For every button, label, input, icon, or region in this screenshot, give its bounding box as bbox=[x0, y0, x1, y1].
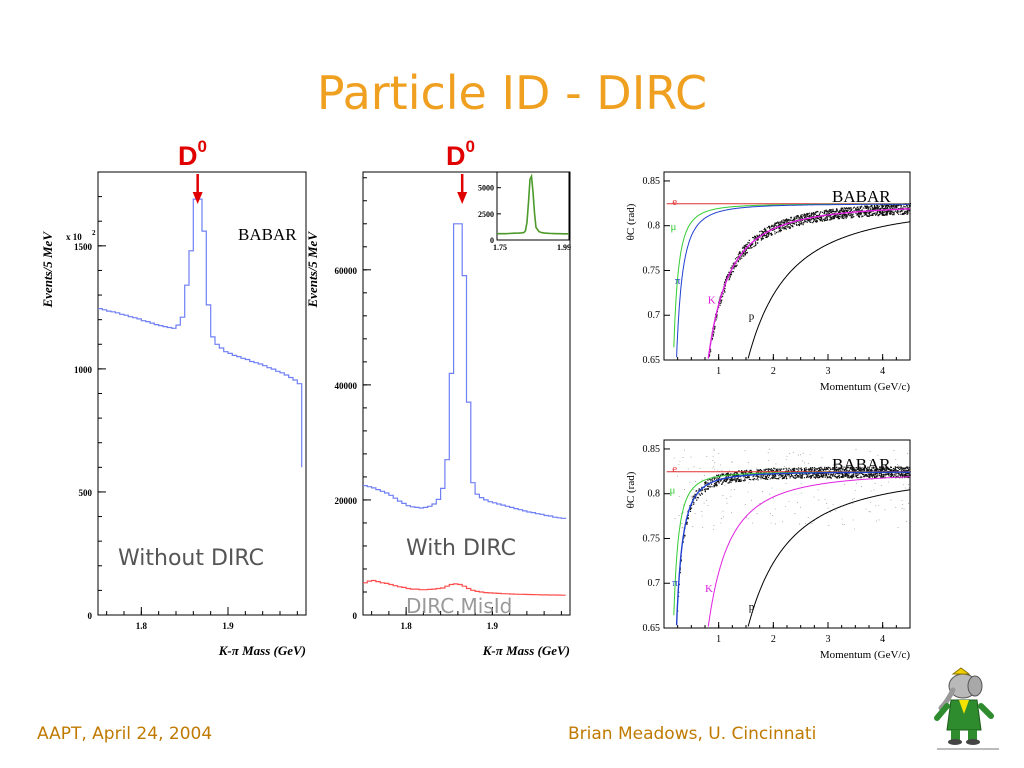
theta-curve-π bbox=[675, 471, 910, 626]
x-tick-label: 1.8 bbox=[136, 621, 148, 631]
y-tick-label: 0.65 bbox=[643, 623, 661, 634]
particle-label: p bbox=[749, 311, 755, 323]
y-tick-label: 60000 bbox=[335, 266, 358, 276]
inset-peak-curve bbox=[497, 173, 570, 235]
y-axis-label: θC (rad) bbox=[625, 471, 637, 508]
chart-theta-c-bottom: 0.65 0.7 0.75 0.8 0.85 1 2 3 4 Momentum (GeV/c) θC… bbox=[625, 439, 911, 661]
x-tick-label: 1 bbox=[716, 634, 721, 645]
babar-logo-text: BABAR bbox=[238, 225, 297, 244]
histogram-series bbox=[98, 198, 303, 468]
inset-y-tick-label: 0 bbox=[490, 236, 494, 245]
x-tick-label: 1.8 bbox=[401, 621, 413, 631]
babar-elephant-logo bbox=[934, 667, 999, 750]
y-tick-label: 0.65 bbox=[643, 355, 661, 366]
particle-label: e bbox=[672, 196, 677, 208]
y-tick-label: 500 bbox=[79, 488, 93, 498]
x-tick-label: 4 bbox=[880, 366, 885, 377]
y-tick-label: 40000 bbox=[335, 381, 358, 391]
y-scale-exponent: 2 bbox=[92, 229, 96, 237]
x-tick-label: 3 bbox=[826, 366, 831, 377]
inset-frame bbox=[496, 171, 570, 241]
y-axis-label: Events/5 MeV bbox=[305, 231, 320, 309]
footer-left: AAPT, April 24, 2004 bbox=[37, 724, 213, 744]
y-axis-label: θC (rad) bbox=[625, 203, 637, 240]
d0-label-text: D bbox=[178, 141, 198, 171]
d0-label-text: D bbox=[446, 141, 466, 171]
y-tick-label: 0 bbox=[353, 611, 358, 621]
babar-logo-text: BABAR bbox=[832, 187, 891, 206]
x-tick-label: 1 bbox=[716, 366, 721, 377]
inset-y-tick-label: 5000 bbox=[478, 184, 494, 193]
y-tick-label: 0.75 bbox=[643, 265, 661, 276]
x-tick-label: 1.9 bbox=[222, 621, 234, 631]
inset-x-tick-label: 1.99 bbox=[557, 243, 571, 252]
particle-label: π bbox=[672, 577, 678, 589]
slide-title: Particle ID - DIRC bbox=[316, 66, 708, 120]
x-axis-label: K-π Mass (GeV) bbox=[218, 643, 306, 658]
y-tick-label: 0.8 bbox=[648, 489, 661, 500]
x-tick-label: 4 bbox=[880, 634, 885, 645]
particle-label: π bbox=[675, 275, 681, 287]
d0-label-sup: 0 bbox=[197, 137, 207, 156]
y-axis-label: Events/5 MeV bbox=[40, 231, 55, 309]
x-tick-label: 1.9 bbox=[487, 621, 499, 631]
x-axis-label: K-π Mass (GeV) bbox=[482, 643, 570, 658]
x-tick-label: 3 bbox=[826, 634, 831, 645]
d0-arrow-head bbox=[457, 192, 468, 204]
footer-right: Brian Meadows, U. Cincinnati bbox=[568, 724, 817, 744]
d0-label-left: D0 bbox=[178, 137, 207, 172]
y-tick-label: 0.7 bbox=[648, 310, 661, 321]
particle-label: μ bbox=[671, 221, 677, 233]
scatter-background bbox=[673, 448, 911, 530]
x-tick-label: 2 bbox=[771, 634, 776, 645]
y-tick-label: 0.85 bbox=[643, 444, 661, 455]
d0-arrow-head bbox=[192, 192, 203, 204]
d0-label-right: D0 bbox=[446, 137, 475, 172]
theta-curve-p bbox=[747, 221, 910, 359]
x-axis-label: Momentum (GeV/c) bbox=[820, 381, 910, 393]
theta-curve-p bbox=[747, 489, 910, 627]
y-tick-label: 0.75 bbox=[643, 533, 661, 544]
y-tick-label: 0.8 bbox=[648, 221, 661, 232]
chart-with-dirc: 0 20000 40000 60000 1.8 1.9 Events/5 MeV K-π Ma… bbox=[305, 171, 571, 658]
d0-label-sup: 0 bbox=[465, 137, 475, 156]
particle-label: μ bbox=[669, 485, 675, 497]
theta-curve-K bbox=[707, 476, 910, 627]
y-tick-label: 1000 bbox=[74, 365, 93, 375]
y-scale-note: x 10 bbox=[66, 232, 82, 242]
y-tick-label: 0.7 bbox=[648, 578, 661, 589]
particle-label: K bbox=[708, 295, 716, 307]
annotation-without-dirc: Without DIRC bbox=[118, 546, 264, 571]
y-tick-label: 0 bbox=[88, 611, 93, 621]
histogram-series bbox=[363, 579, 566, 596]
x-axis-label: Momentum (GeV/c) bbox=[820, 649, 910, 661]
y-tick-label: 0.85 bbox=[643, 176, 661, 187]
histogram-series bbox=[363, 223, 567, 519]
chart-theta-c-top: 0.65 0.7 0.75 0.8 0.85 1 2 3 4 Momentum (GeV/c) θC… bbox=[625, 171, 912, 393]
inset-x-tick-label: 1.75 bbox=[493, 243, 507, 252]
particle-label: e bbox=[672, 463, 677, 475]
theta-curve-K bbox=[707, 208, 910, 359]
x-tick-label: 2 bbox=[771, 366, 776, 377]
chart-without-dirc: 0 500 1000 1500 1.8 1.9 Events/5 MeV K-π Mass (… bbox=[40, 171, 307, 658]
plot-frame bbox=[362, 171, 571, 616]
particle-label: p bbox=[749, 601, 755, 613]
particle-label: K bbox=[705, 583, 713, 595]
theta-curve-π bbox=[676, 203, 910, 358]
annotation-with-dirc: With DIRC bbox=[406, 536, 516, 561]
inset-y-tick-label: 2500 bbox=[478, 210, 494, 219]
annotation-dirc-misid: DIRC MisId bbox=[406, 594, 512, 618]
y-tick-label: 20000 bbox=[335, 496, 358, 506]
y-tick-label: 1500 bbox=[74, 242, 93, 252]
